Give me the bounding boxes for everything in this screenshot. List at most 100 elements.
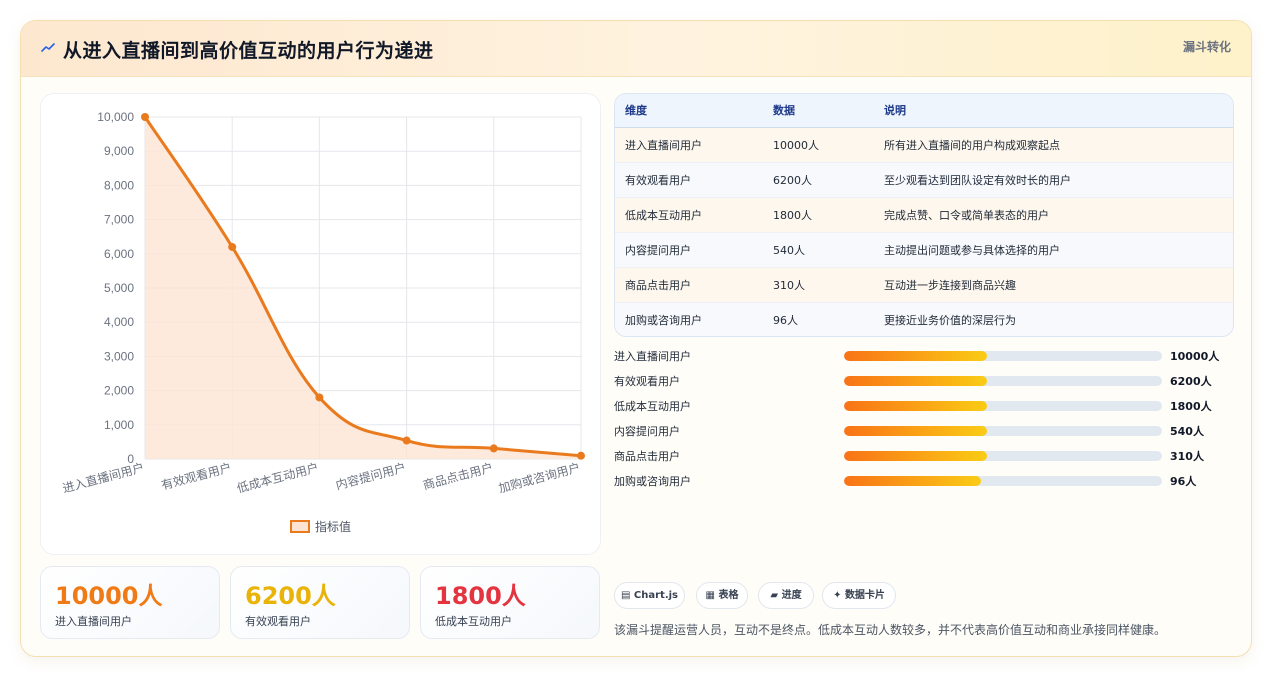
legend-swatch — [290, 520, 310, 533]
progress-value: 1800人 — [1170, 400, 1212, 413]
table-cell: 1800人 — [763, 197, 874, 233]
progress-value: 6200人 — [1170, 375, 1212, 388]
x-tick-label: 商品点击用户 — [421, 459, 494, 492]
progress-row: 进入直播间用户 10000人 — [614, 346, 1234, 371]
data-point — [489, 444, 498, 453]
table-cell: 完成点赞、口令或简单表态的用户 — [874, 197, 1233, 233]
table-cell: 540人 — [763, 232, 874, 268]
table-cell: 互动进一步连接到商品兴趣 — [874, 267, 1233, 303]
stat-label: 低成本互动用户 — [435, 615, 512, 628]
legend-label: 指标值 — [315, 519, 351, 534]
y-tick-label: 0 — [127, 452, 134, 466]
stat-card: 1800人 低成本互动用户 — [420, 566, 600, 639]
line-chart-panel: 0 1,000 2,000 3,000 4,000 5,000 6,000 7,000 8,00… — [40, 93, 601, 555]
data-point — [141, 113, 149, 121]
progress-track — [844, 451, 1162, 461]
progress-track — [844, 426, 1162, 436]
progress-row: 低成本互动用户 1800人 — [614, 396, 1234, 421]
dashboard-card: 从进入直播间到高价值互动的用户行为递进 漏斗转化 0 1,000 2,000 3,00… — [20, 20, 1252, 657]
progress-row: 有效观看用户 6200人 — [614, 371, 1234, 396]
progress-fill — [844, 426, 988, 436]
y-tick-label: 5,000 — [104, 281, 134, 295]
progress-fill — [844, 451, 988, 461]
x-tick-label: 有效观看用户 — [160, 459, 233, 492]
table-row: 有效观看用户 6200人 至少观看达到团队设定有效时长的用户 — [615, 162, 1233, 198]
table-cell: 10000人 — [763, 127, 874, 163]
y-tick-label: 7,000 — [104, 213, 134, 227]
progress-track — [844, 401, 1162, 411]
table-row: 进入直播间用户 10000人 所有进入直播间的用户构成观察起点 — [615, 127, 1233, 163]
chip-label: 表格 — [718, 590, 739, 601]
page-title: 从进入直播间到高价值互动的用户行为递进 — [63, 40, 434, 62]
progress-fill — [844, 351, 988, 361]
data-point — [402, 436, 411, 445]
table-row: 低成本互动用户 1800人 完成点赞、口令或简单表态的用户 — [615, 197, 1233, 233]
chart-icon: ▤ — [620, 590, 631, 601]
data-table: 维度 数据 说明 进入直播间用户 10000人 所有进入直播间的用户构成观察起点… — [615, 94, 1233, 336]
chip-data-card[interactable]: ✦ 数据卡片 — [822, 582, 896, 609]
stat-value: 1800人 — [435, 582, 526, 610]
table-header-row: 维度 数据 说明 — [615, 94, 1233, 128]
table-cell: 商品点击用户 — [615, 267, 763, 303]
y-tick-label: 1,000 — [104, 418, 134, 432]
table-icon: ▦ — [705, 590, 715, 601]
table-cell: 主动提出问题或参与具体选择的用户 — [874, 232, 1233, 268]
x-tick-label: 进入直播间用户 — [61, 459, 146, 495]
stat-card: 10000人 进入直播间用户 — [40, 566, 220, 639]
chip-label: 进度 — [781, 590, 802, 601]
chip-table[interactable]: ▦ 表格 — [696, 582, 748, 609]
progress-value: 310人 — [1170, 450, 1204, 463]
x-tick-label: 低成本互动用户 — [235, 459, 320, 495]
chip-chartjs[interactable]: ▤ Chart.js — [614, 582, 685, 609]
progress-label: 有效观看用户 — [614, 375, 680, 388]
data-table-panel: 维度 数据 说明 进入直播间用户 10000人 所有进入直播间的用户构成观察起点… — [614, 93, 1234, 337]
table-cell: 所有进入直播间的用户构成观察起点 — [874, 127, 1233, 163]
y-tick-label: 9,000 — [104, 144, 134, 158]
x-tick-label: 加购或咨询用户 — [497, 459, 582, 495]
progress-label: 加购或咨询用户 — [614, 475, 691, 488]
progress-fill — [844, 401, 988, 411]
progress-value: 96人 — [1170, 475, 1197, 488]
category-tag: 漏斗转化 — [1182, 40, 1231, 54]
y-tick-label: 6,000 — [104, 247, 134, 261]
progress-track — [844, 376, 1162, 386]
progress-icon: ▰ — [770, 590, 779, 601]
card-header: 从进入直播间到高价值互动的用户行为递进 漏斗转化 — [21, 21, 1251, 77]
chip-progress[interactable]: ▰ 进度 — [758, 582, 814, 609]
progress-label: 低成本互动用户 — [614, 400, 691, 413]
progress-value: 540人 — [1170, 425, 1204, 438]
stat-label: 有效观看用户 — [245, 615, 311, 628]
y-tick-label: 10,000 — [97, 110, 134, 124]
progress-row: 商品点击用户 310人 — [614, 446, 1234, 471]
data-point — [228, 242, 237, 251]
y-tick-label: 3,000 — [104, 349, 134, 363]
table-cell: 310人 — [763, 267, 874, 303]
stat-label: 进入直播间用户 — [55, 615, 132, 628]
data-point — [315, 393, 324, 402]
data-point — [577, 451, 585, 460]
chip-label: Chart.js — [633, 590, 679, 601]
y-tick-label: 4,000 — [104, 315, 134, 329]
sparkle-icon: ✦ — [833, 590, 842, 601]
table-cell: 96人 — [773, 313, 798, 327]
table-cell: 更接近业务价值的深层行为 — [884, 313, 1016, 327]
column-header: 说明 — [874, 94, 1233, 128]
x-tick-label: 内容提问用户 — [334, 459, 407, 492]
progress-label: 商品点击用户 — [614, 450, 680, 463]
chip-label: 数据卡片 — [844, 590, 885, 601]
table-cell: 加购或咨询用户 — [625, 313, 702, 327]
column-header: 数据 — [763, 94, 874, 128]
stat-value: 10000人 — [55, 582, 163, 610]
footer-note: 该漏斗提醒运营人员，互动不是终点。低成本互动人数较多，并不代表高价值互动和商业承… — [614, 623, 1167, 637]
progress-track — [844, 476, 1162, 486]
progress-label: 进入直播间用户 — [614, 350, 691, 363]
stat-card: 6200人 有效观看用户 — [230, 566, 410, 639]
table-cell: 进入直播间用户 — [615, 127, 763, 163]
progress-row: 加购或咨询用户 96人 — [614, 471, 1234, 496]
trend-line-icon — [41, 43, 55, 52]
progress-track — [844, 351, 1162, 361]
progress-fill — [844, 476, 981, 486]
table-cell: 有效观看用户 — [615, 162, 763, 198]
table-cell: 6200人 — [763, 162, 874, 198]
y-tick-label: 2,000 — [104, 384, 134, 398]
